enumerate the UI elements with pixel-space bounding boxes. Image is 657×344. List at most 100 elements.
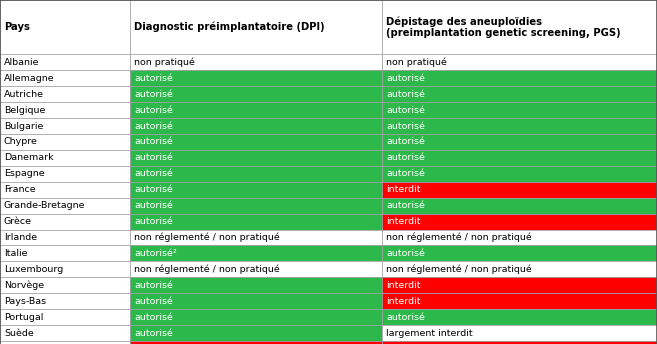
Text: autorisé²: autorisé² — [134, 249, 177, 258]
Text: Allemagne: Allemagne — [4, 74, 55, 83]
Text: autorisé: autorisé — [134, 281, 173, 290]
Bar — [382, 150, 657, 166]
Bar — [382, 54, 657, 70]
Text: Dépistage des aneuploïdies
(preimplantation genetic screening, PGS): Dépistage des aneuploïdies (preimplantat… — [386, 16, 621, 38]
Text: Grande-Bretagne: Grande-Bretagne — [4, 201, 85, 210]
Text: Grèce: Grèce — [4, 217, 32, 226]
Text: autorisé: autorisé — [134, 201, 173, 210]
Text: autorisé: autorisé — [386, 74, 425, 83]
Bar — [382, 229, 657, 246]
Bar — [130, 54, 382, 70]
Text: interdit: interdit — [386, 217, 421, 226]
Text: France: France — [4, 185, 35, 194]
Text: autorisé: autorisé — [134, 153, 173, 162]
Text: autorisé: autorisé — [134, 90, 173, 99]
Bar — [382, 86, 657, 102]
Text: autorisé: autorisé — [386, 201, 425, 210]
Text: Danemark: Danemark — [4, 153, 54, 162]
Text: non réglementé / non pratiqué: non réglementé / non pratiqué — [134, 233, 280, 242]
Bar — [130, 214, 382, 229]
Text: Suède: Suède — [4, 329, 34, 337]
Bar — [0, 102, 130, 118]
Text: Autriche: Autriche — [4, 90, 44, 99]
Bar — [0, 309, 130, 325]
Text: Diagnostic préimplantatoire (DPI): Diagnostic préimplantatoire (DPI) — [134, 22, 325, 32]
Bar — [382, 293, 657, 309]
Bar — [382, 325, 657, 341]
Text: autorisé: autorisé — [386, 249, 425, 258]
Bar — [382, 0, 657, 54]
Text: autorisé: autorisé — [134, 74, 173, 83]
Bar — [382, 134, 657, 150]
Bar — [382, 166, 657, 182]
Text: interdit: interdit — [386, 281, 421, 290]
Text: autorisé: autorisé — [134, 185, 173, 194]
Bar — [130, 102, 382, 118]
Bar — [382, 118, 657, 134]
Bar — [0, 277, 130, 293]
Text: non réglementé / non pratiqué: non réglementé / non pratiqué — [386, 233, 532, 242]
Text: autorisé: autorisé — [386, 90, 425, 99]
Bar — [130, 309, 382, 325]
Bar — [130, 229, 382, 246]
Text: Espagne: Espagne — [4, 169, 45, 178]
Bar — [0, 0, 130, 54]
Bar — [0, 293, 130, 309]
Bar — [0, 166, 130, 182]
Text: Irlande: Irlande — [4, 233, 37, 242]
Text: autorisé: autorisé — [134, 297, 173, 306]
Text: autorisé: autorisé — [386, 153, 425, 162]
Bar — [0, 86, 130, 102]
Text: Italie: Italie — [4, 249, 28, 258]
Text: autorisé: autorisé — [134, 217, 173, 226]
Bar — [0, 70, 130, 86]
Bar — [0, 198, 130, 214]
Bar — [382, 70, 657, 86]
Bar — [0, 182, 130, 198]
Bar — [0, 229, 130, 246]
Bar — [130, 341, 382, 344]
Text: Pays-Bas: Pays-Bas — [4, 297, 46, 306]
Bar — [130, 166, 382, 182]
Bar — [130, 118, 382, 134]
Text: autorisé: autorisé — [386, 106, 425, 115]
Bar — [0, 341, 130, 344]
Text: autorisé: autorisé — [134, 169, 173, 178]
Text: autorisé: autorisé — [134, 329, 173, 337]
Bar — [382, 246, 657, 261]
Text: Portugal: Portugal — [4, 313, 43, 322]
Text: autorisé: autorisé — [386, 313, 425, 322]
Bar — [0, 150, 130, 166]
Bar — [0, 118, 130, 134]
Bar — [382, 309, 657, 325]
Bar — [382, 102, 657, 118]
Text: Belgique: Belgique — [4, 106, 45, 115]
Bar — [0, 325, 130, 341]
Bar — [130, 134, 382, 150]
Bar — [130, 293, 382, 309]
Text: largement interdit: largement interdit — [386, 329, 473, 337]
Text: autorisé: autorisé — [134, 138, 173, 147]
Bar — [382, 182, 657, 198]
Text: Luxembourg: Luxembourg — [4, 265, 63, 274]
Bar — [130, 86, 382, 102]
Bar — [382, 261, 657, 277]
Bar — [130, 70, 382, 86]
Bar — [130, 325, 382, 341]
Text: non réglementé / non pratiqué: non réglementé / non pratiqué — [134, 265, 280, 274]
Text: non pratiqué: non pratiqué — [386, 57, 447, 67]
Bar — [382, 214, 657, 229]
Bar — [130, 182, 382, 198]
Text: Pays: Pays — [4, 22, 30, 32]
Bar — [0, 246, 130, 261]
Text: autorisé: autorisé — [134, 313, 173, 322]
Bar — [130, 0, 382, 54]
Bar — [0, 261, 130, 277]
Text: autorisé: autorisé — [386, 121, 425, 130]
Bar — [382, 198, 657, 214]
Text: autorisé: autorisé — [386, 138, 425, 147]
Bar — [130, 246, 382, 261]
Bar — [0, 134, 130, 150]
Text: autorisé: autorisé — [386, 169, 425, 178]
Text: autorisé: autorisé — [134, 106, 173, 115]
